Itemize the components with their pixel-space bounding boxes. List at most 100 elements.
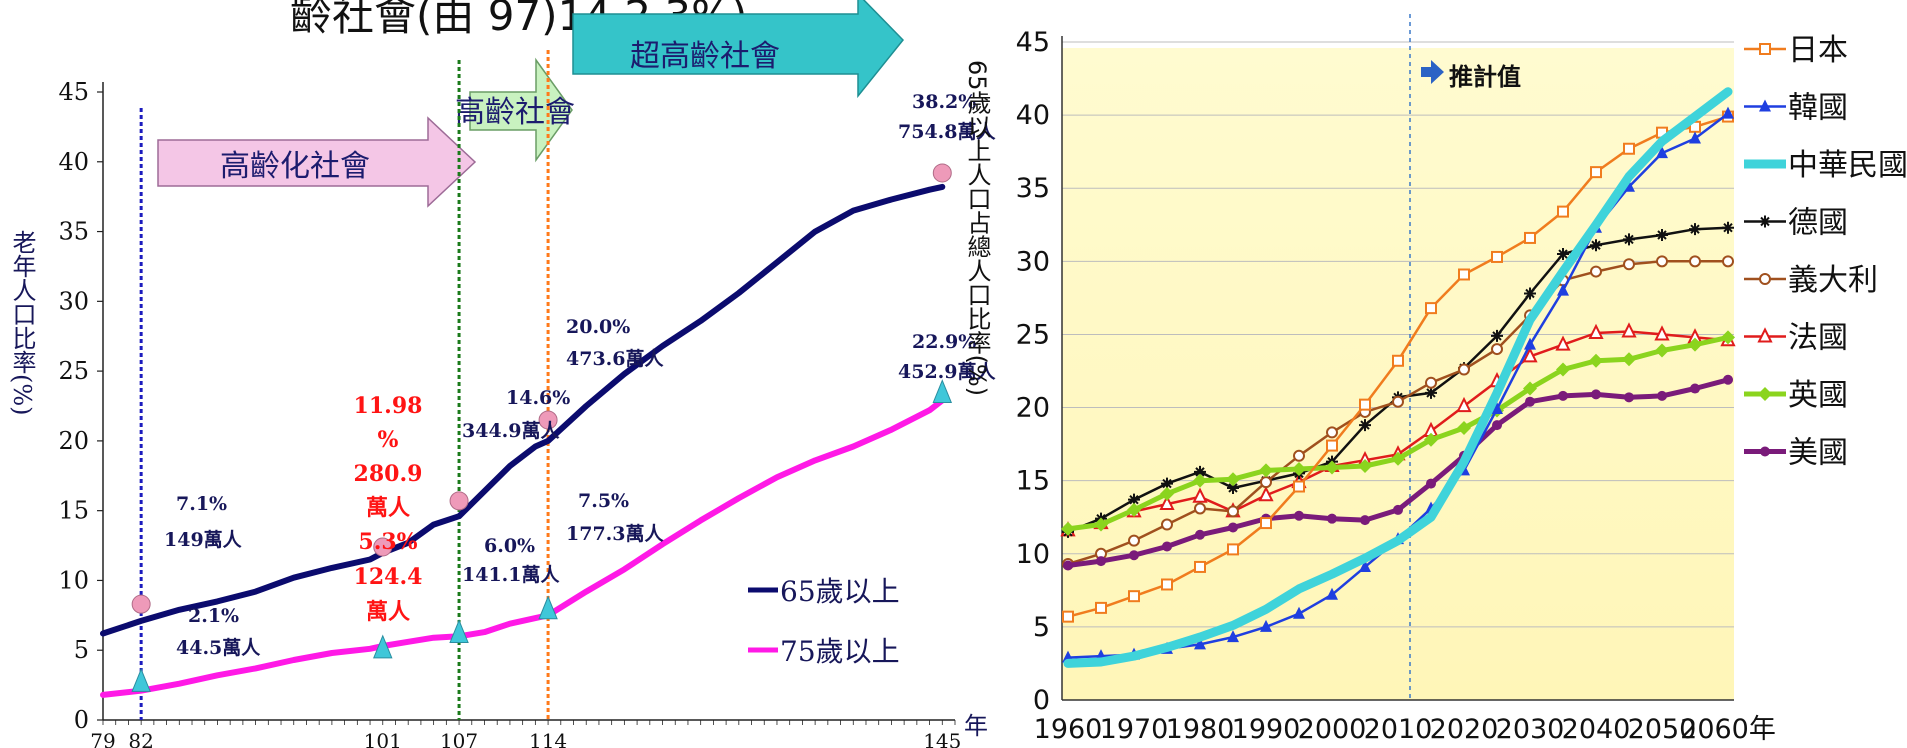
data-point — [1159, 494, 1175, 511]
right-x-tick-label: 1990 — [1232, 714, 1301, 745]
legend-item-義大利: 義大利 — [1744, 263, 1878, 298]
banner-label-aged: 高齡社會 — [455, 95, 575, 130]
data-point — [1162, 541, 1172, 552]
left-y-tick-label: 10 — [58, 566, 89, 594]
milestone-triangle — [538, 595, 558, 620]
legend-label: 中華民國 — [1788, 148, 1907, 183]
data-point — [1689, 131, 1701, 144]
left-y-tick-label: 40 — [58, 148, 89, 176]
data-point — [1722, 255, 1734, 268]
right-x-tick-label: 1970 — [1100, 714, 1169, 745]
data-point — [1760, 446, 1770, 457]
data-point — [1128, 590, 1140, 603]
left-x-tick-label: 145 — [923, 729, 961, 748]
data-point — [1424, 432, 1438, 447]
data-point — [1391, 451, 1405, 466]
anno-114-75-pop: 177.3萬人 — [566, 523, 664, 545]
data-point — [1555, 335, 1571, 351]
anno-82-75-pct: 2.1% — [188, 605, 239, 627]
right-x-tick-label: 1980 — [1166, 714, 1235, 745]
data-point — [1457, 421, 1471, 436]
data-point — [1228, 522, 1238, 533]
data-point — [1326, 587, 1338, 600]
data-point — [1591, 389, 1601, 400]
data-point — [1456, 396, 1472, 413]
data-point — [1161, 477, 1173, 490]
data-point — [1193, 473, 1207, 488]
data-point — [1655, 343, 1669, 358]
data-point — [1325, 460, 1339, 475]
data-point — [1227, 505, 1239, 518]
anno-101-line-5: 5.3% — [358, 529, 417, 555]
data-point — [1522, 347, 1538, 363]
legend-label: 德國 — [1788, 206, 1848, 241]
anno-145-75-pop: 452.9萬人 — [898, 361, 996, 383]
anno-82-65-pop: 149萬人 — [164, 529, 243, 551]
legend-item-日本: 日本 — [1744, 33, 1848, 68]
series-line-75歲以上 — [100, 397, 946, 698]
data-point — [1359, 559, 1371, 572]
left-y-tick-label: 30 — [58, 287, 89, 315]
right-x-tick-label: 2060年 — [1680, 714, 1776, 745]
legend-label-75: 75歲以上 — [780, 635, 900, 668]
data-point — [1588, 323, 1604, 339]
left-series — [100, 183, 946, 698]
data-point — [1525, 396, 1535, 407]
data-point — [1259, 463, 1273, 478]
data-point — [1393, 504, 1403, 515]
data-point — [1129, 550, 1139, 561]
data-point — [1358, 459, 1372, 474]
data-point — [1226, 472, 1240, 487]
data-point — [1227, 481, 1239, 494]
right-x-tick-label: 2010 — [1364, 714, 1433, 745]
right-x-tick-label: 2050 — [1628, 714, 1697, 745]
left-x-tick-label: 82 — [128, 729, 153, 748]
data-point — [1359, 398, 1371, 411]
legend-label: 韓國 — [1788, 91, 1848, 126]
banner-arrow-aging — [157, 116, 477, 208]
legend-label: 法國 — [1788, 321, 1848, 356]
data-point — [1558, 390, 1568, 401]
anno-101-line-6: 124.4 — [354, 564, 423, 590]
anno-82-65-pct: 7.1% — [176, 493, 227, 515]
data-point — [1258, 486, 1274, 502]
anno-101-line-3: 280.9 — [354, 461, 423, 487]
data-point — [1624, 392, 1634, 403]
right-x-tick-label: 2020 — [1430, 714, 1499, 745]
legend-label: 美國 — [1788, 436, 1848, 471]
legend-label: 英國 — [1788, 378, 1848, 413]
data-point — [1759, 215, 1771, 228]
right-x-tick-label: 2040 — [1562, 714, 1631, 745]
right-y-tick-label: 40 — [1016, 100, 1050, 131]
milestone-dot — [373, 537, 393, 557]
data-point — [1426, 478, 1436, 489]
banner-label-superaged: 超高齡社會 — [630, 39, 780, 74]
right-y-tick-label: 0 — [1033, 685, 1050, 716]
anno-101-line-7: 萬人 — [366, 599, 410, 625]
data-point — [1360, 515, 1370, 526]
data-point — [1689, 255, 1701, 268]
left-x-axis-unit: 年 — [964, 712, 988, 740]
data-point — [1524, 287, 1536, 300]
left-x-tick-label: 114 — [529, 729, 567, 748]
series-line-65歲以上 — [100, 183, 946, 637]
data-point — [1657, 390, 1667, 401]
threshold-lines — [139, 50, 550, 720]
anno-101-line-1: 11.98 — [354, 393, 423, 419]
data-point — [1392, 354, 1404, 367]
right-x-tick-label: 1960 — [1034, 714, 1103, 745]
data-point — [1722, 221, 1734, 234]
data-point — [1623, 233, 1635, 246]
data-point — [1292, 461, 1306, 476]
data-point — [1523, 381, 1537, 396]
data-point — [1128, 534, 1140, 547]
data-point — [1590, 265, 1602, 278]
data-point — [1759, 99, 1771, 112]
anno-114-75-pct: 7.5% — [578, 490, 629, 512]
data-point — [1759, 43, 1771, 55]
stage-banners: 高齡化社會 高齡社會 超高齡社會 — [157, 0, 905, 208]
right-chart: 0510152025303540451960197019801990200020… — [1016, 14, 1907, 745]
anno-107-75-pop: 141.1萬人 — [462, 564, 560, 586]
data-point — [1260, 476, 1272, 489]
